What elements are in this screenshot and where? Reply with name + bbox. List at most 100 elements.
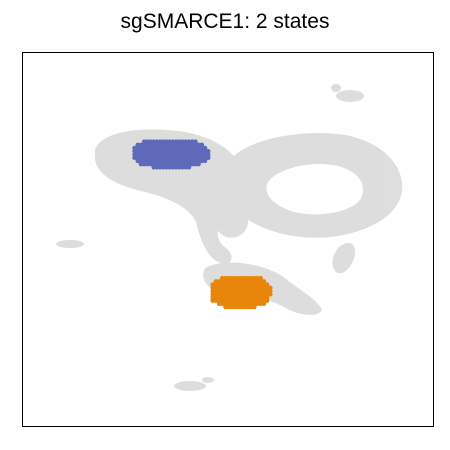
state-point <box>232 279 238 284</box>
state-point <box>151 165 157 170</box>
state-point <box>223 295 228 300</box>
state-point <box>186 152 192 157</box>
state-point <box>157 149 163 154</box>
state-point <box>223 288 228 294</box>
state-point <box>157 142 163 148</box>
state-point <box>261 282 267 287</box>
state-point <box>186 161 192 167</box>
state-point <box>239 291 244 297</box>
state-point <box>242 301 247 307</box>
state-point <box>145 149 150 154</box>
state-point <box>268 285 273 291</box>
state-point <box>183 145 189 151</box>
state-point <box>236 285 241 291</box>
state-point <box>138 152 144 157</box>
state-point <box>145 139 150 144</box>
state-point <box>220 275 225 281</box>
state-point <box>199 155 205 160</box>
state-point <box>220 291 225 297</box>
state-point <box>239 279 244 284</box>
state-point <box>242 282 247 287</box>
state-point <box>186 139 192 144</box>
state-point <box>141 161 147 167</box>
state-point <box>199 142 205 148</box>
state-point <box>268 291 273 297</box>
state-point <box>196 161 201 167</box>
state-point <box>180 152 185 157</box>
state-point <box>239 282 244 287</box>
state-point <box>223 291 228 297</box>
state-point <box>151 142 157 148</box>
state-point <box>248 295 254 300</box>
state-point <box>173 165 179 170</box>
state-point <box>261 291 267 297</box>
state-point <box>177 152 182 157</box>
state-point <box>242 298 247 303</box>
state-point <box>216 285 222 291</box>
state-point <box>202 152 208 157</box>
state-point <box>226 282 231 287</box>
state-point <box>205 149 211 154</box>
state-point <box>164 152 169 157</box>
state-point <box>177 155 182 160</box>
state-point <box>258 282 264 287</box>
state-point <box>229 288 235 294</box>
state-point <box>173 155 179 160</box>
state-point <box>177 145 182 151</box>
state-point <box>186 142 192 148</box>
state-point <box>189 152 195 157</box>
state-point <box>252 298 257 303</box>
state-point <box>161 165 166 170</box>
state-point <box>170 165 176 170</box>
state-point <box>216 288 222 294</box>
state-point <box>264 282 270 287</box>
state-point <box>180 158 185 164</box>
state-point <box>141 142 147 148</box>
state-point <box>239 285 244 291</box>
state-point <box>167 139 173 144</box>
state-point <box>245 285 251 291</box>
state-point <box>236 295 241 300</box>
state-point <box>180 165 185 170</box>
state-point <box>154 142 160 148</box>
state-point <box>193 142 198 148</box>
state-point <box>220 301 225 307</box>
state-point <box>229 291 235 297</box>
state-point <box>239 298 244 303</box>
state-point <box>186 165 192 170</box>
state-point <box>220 282 225 287</box>
state-point <box>135 155 141 160</box>
state-point <box>157 139 163 144</box>
state-point <box>135 149 141 154</box>
state-point <box>186 145 192 151</box>
state-point <box>229 282 235 287</box>
state-point <box>232 298 238 303</box>
state-point <box>157 152 163 157</box>
state-point <box>264 291 270 297</box>
state-point <box>164 161 169 167</box>
state-point <box>232 301 238 307</box>
state-point <box>164 149 169 154</box>
background-cluster-top-right <box>336 90 364 102</box>
state-point <box>258 298 264 303</box>
state-point <box>252 282 257 287</box>
state-point <box>226 288 231 294</box>
state-point <box>148 145 153 151</box>
state-point <box>141 152 147 157</box>
state-point <box>167 149 173 154</box>
state-point <box>189 158 195 164</box>
state-point <box>170 142 176 148</box>
state-point <box>164 165 169 170</box>
state-point <box>151 152 157 157</box>
state-point <box>245 298 251 303</box>
state-point <box>223 275 228 281</box>
state-point <box>193 149 198 154</box>
state-point <box>232 285 238 291</box>
state-point <box>261 301 267 307</box>
state-point <box>213 288 219 294</box>
state-point <box>236 301 241 307</box>
state-point <box>229 285 235 291</box>
state-point <box>173 139 179 144</box>
state-point <box>173 149 179 154</box>
state-point <box>261 285 267 291</box>
